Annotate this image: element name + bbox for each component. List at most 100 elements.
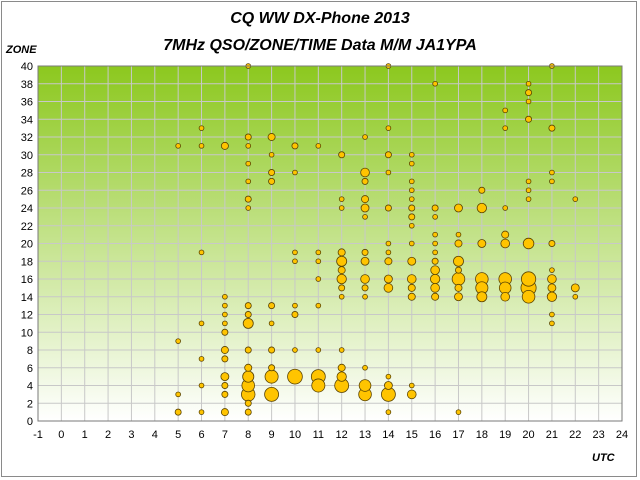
data-point [525, 98, 532, 105]
data-point [407, 256, 417, 266]
y-tick-label: 38 [21, 79, 33, 91]
data-point [572, 293, 579, 300]
x-tick-label: 0 [58, 429, 64, 441]
data-point [221, 390, 229, 398]
data-point [408, 178, 415, 185]
y-tick-label: 8 [27, 345, 33, 357]
data-point [336, 371, 347, 382]
data-point [268, 364, 276, 372]
data-point [358, 379, 372, 392]
x-tick-label: 15 [406, 429, 418, 441]
data-point [222, 320, 228, 327]
data-point [432, 80, 438, 87]
data-point [361, 195, 370, 204]
data-point [520, 271, 537, 287]
data-point [198, 382, 205, 389]
data-point [360, 203, 370, 213]
data-point [292, 347, 298, 353]
y-tick-label: 10 [21, 327, 33, 339]
data-point [451, 272, 466, 286]
data-point [292, 302, 298, 309]
data-point [408, 240, 415, 247]
data-point [430, 283, 440, 293]
data-point [362, 364, 368, 371]
data-point [502, 205, 509, 211]
x-tick-label: 9 [269, 429, 275, 441]
y-axis-title: ZONE [6, 44, 37, 56]
data-point [315, 347, 322, 353]
data-point [264, 386, 279, 402]
x-tick-label: 2 [105, 429, 111, 441]
y-tick-label: 22 [21, 221, 33, 233]
data-point [244, 346, 252, 354]
data-point [198, 125, 205, 131]
data-point [476, 202, 487, 214]
data-point [337, 248, 346, 257]
data-point [268, 169, 276, 176]
data-point [198, 320, 205, 327]
data-point [383, 381, 393, 390]
data-point [220, 141, 229, 150]
data-point [268, 302, 276, 310]
data-point [311, 378, 326, 393]
data-point [549, 169, 555, 176]
y-tick-label: 12 [21, 310, 33, 322]
data-point [501, 230, 510, 239]
x-tick-label: 19 [499, 429, 511, 441]
data-point [220, 372, 230, 382]
data-point [384, 204, 392, 212]
data-point [245, 143, 252, 149]
data-point [385, 373, 392, 380]
data-point [221, 328, 229, 336]
y-tick-label: 16 [21, 274, 33, 286]
data-point [454, 292, 463, 302]
data-point [337, 266, 346, 275]
data-point [500, 238, 510, 249]
data-point [315, 249, 322, 256]
data-point [315, 143, 322, 149]
data-point [338, 284, 346, 292]
data-point [477, 239, 487, 248]
y-tick-label: 32 [21, 132, 33, 144]
data-point [244, 195, 252, 203]
chart-title: CQ WW DX-Phone 2013 [230, 10, 410, 27]
data-point [291, 142, 299, 150]
x-tick-label: 6 [198, 429, 204, 441]
data-point [383, 283, 394, 293]
data-point [385, 409, 392, 415]
x-tick-label: 8 [245, 429, 251, 441]
data-point [361, 177, 369, 185]
x-tick-label: 12 [336, 429, 348, 441]
y-tick-label: 2 [27, 398, 33, 410]
data-point [385, 249, 392, 256]
data-point [360, 274, 370, 284]
data-point [478, 186, 486, 194]
data-point [338, 151, 346, 159]
data-point [385, 125, 392, 131]
data-point [315, 258, 322, 265]
data-point [431, 292, 440, 301]
x-tick-label: 4 [152, 429, 158, 441]
x-tick-label: 17 [452, 429, 464, 441]
data-point [549, 320, 555, 327]
data-point [198, 249, 205, 256]
data-point [338, 205, 345, 211]
y-tick-label: 36 [21, 97, 33, 109]
data-point [455, 231, 462, 238]
y-tick-label: 18 [21, 256, 33, 268]
data-point [548, 240, 556, 247]
data-point [454, 283, 463, 292]
data-point [268, 177, 276, 185]
data-point [291, 311, 299, 318]
y-tick-label: 6 [27, 363, 33, 375]
data-point [292, 169, 298, 176]
data-point [547, 283, 557, 293]
y-tick-label: 24 [21, 203, 33, 215]
data-point [525, 196, 532, 202]
data-point [220, 346, 229, 354]
data-point [268, 346, 276, 354]
data-point [268, 320, 275, 327]
data-point [292, 249, 298, 256]
data-point [384, 151, 392, 159]
